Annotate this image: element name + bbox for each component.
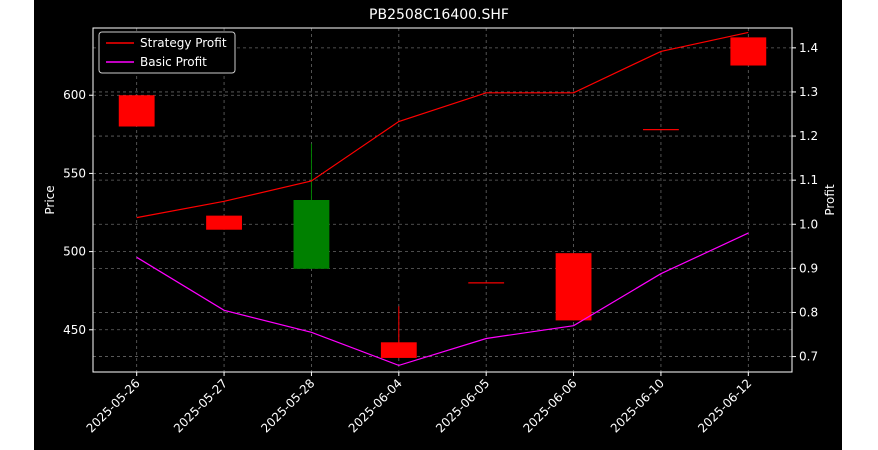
candle-body [293, 200, 330, 269]
x-tick-label: 2025-05-28 [258, 376, 317, 435]
profit-lines [136, 31, 749, 367]
x-tick-label: 2025-06-06 [520, 376, 579, 435]
candlestick-chart: PB2508C16400.SHF 450 500 550 600 0.7 0.8 0.9 1.… [43, 7, 837, 436]
y2-tick-label: 1.2 [799, 129, 818, 143]
y2-tick-label: 0.7 [799, 350, 818, 364]
y-axis-label: Price [43, 185, 57, 214]
candle-body [643, 129, 679, 131]
candle-body [468, 282, 505, 284]
legend: Strategy Profit Basic Profit [98, 31, 236, 74]
plot-frame [92, 27, 793, 373]
y2-tick-label: 0.9 [799, 261, 818, 275]
x-tick-label: 2025-05-26 [84, 376, 143, 435]
candle-body [380, 342, 417, 358]
legend-label-basic-profit: Basic Profit [140, 55, 207, 69]
legend-label-strategy-profit: Strategy Profit [140, 36, 227, 50]
y2-tick-label: 1.3 [799, 85, 818, 99]
y2-tick-label: 1.0 [799, 217, 818, 231]
axes: 450 500 550 600 0.7 0.8 0.9 1.0 1.1 1.2 1.3 1.4 2025… [63, 41, 818, 436]
grid [93, 28, 792, 372]
x-tick-label: 2025-05-27 [171, 376, 230, 435]
candle-body [206, 215, 242, 230]
y2-tick-label: 0.8 [799, 305, 818, 319]
x-tick-label: 2025-06-05 [433, 376, 492, 435]
y2-tick-label: 1.4 [799, 41, 818, 55]
y-tick-label: 500 [63, 245, 86, 259]
y2-tick-label: 1.1 [799, 173, 818, 187]
candle-body [555, 253, 592, 321]
y-tick-label: 450 [63, 323, 86, 337]
x-tick-label: 2025-06-10 [608, 376, 667, 435]
candles [118, 37, 767, 358]
x-tick-label: 2025-06-12 [695, 376, 754, 435]
chart-title: PB2508C16400.SHF [369, 7, 509, 23]
y2-axis-label: Profit [823, 184, 837, 216]
x-tick-label: 2025-06-04 [346, 376, 405, 435]
chart-figure: PB2508C16400.SHF 450 500 550 600 0.7 0.8 0.9 1.… [34, 0, 842, 450]
candle-body [730, 37, 767, 66]
y-tick-label: 600 [63, 88, 86, 102]
series-line-basic-profit [136, 232, 749, 367]
y-tick-label: 550 [63, 166, 86, 180]
candle-body [118, 95, 155, 127]
series-line-strategy-profit [136, 31, 749, 219]
